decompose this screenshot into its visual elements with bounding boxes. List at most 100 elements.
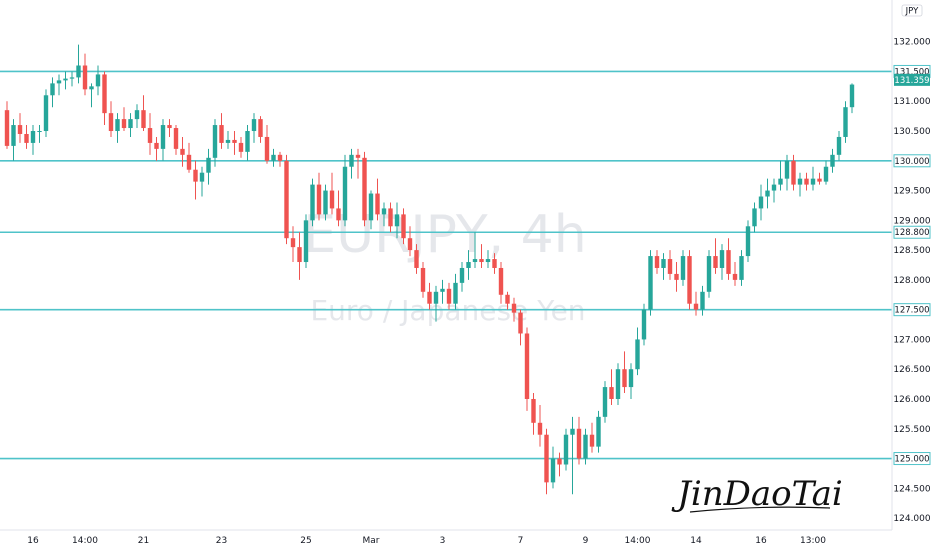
candle — [446, 282, 452, 310]
candle-body — [414, 250, 419, 268]
candle — [76, 44, 81, 84]
candle — [186, 142, 192, 173]
candle-body — [11, 125, 16, 146]
candle — [134, 104, 140, 129]
candle-body — [388, 208, 393, 227]
candle-body — [180, 148, 185, 155]
candle-body — [583, 434, 588, 459]
candle — [713, 238, 718, 274]
candle-body — [459, 267, 465, 283]
candle — [30, 125, 36, 155]
currency-badge[interactable] — [901, 4, 923, 17]
candle-body — [544, 434, 549, 483]
candle-body — [297, 247, 302, 263]
candle-body — [63, 78, 68, 81]
candle-body — [349, 154, 354, 167]
candle — [11, 119, 16, 161]
candle — [219, 113, 224, 149]
candle — [193, 160, 198, 200]
level-price-badge: 127.500 — [893, 303, 931, 317]
candle-body — [667, 259, 673, 274]
candle — [277, 151, 283, 167]
level-price-badge-label: 131.500 — [894, 67, 929, 77]
candle — [225, 131, 231, 149]
candle — [368, 190, 374, 230]
candle-body — [732, 273, 738, 280]
candle-body — [635, 339, 640, 370]
candle — [563, 428, 569, 471]
candle — [238, 136, 244, 158]
candle-body — [30, 131, 36, 143]
candle — [479, 244, 484, 268]
candle-body — [576, 428, 582, 459]
level-price-badge: 125.000 — [893, 452, 931, 466]
candle — [524, 327, 530, 411]
price-tick-label: 129.500 — [893, 187, 930, 197]
candle-body — [407, 238, 413, 251]
candle — [284, 154, 289, 245]
candle — [622, 351, 627, 394]
candle-body — [693, 303, 699, 310]
watermark: EURJPY, 4h Euro / Japanese Yen — [303, 205, 586, 327]
candle — [440, 279, 445, 304]
last-price-badge: 131.359 — [894, 73, 930, 86]
candle-body — [563, 434, 569, 465]
candle — [160, 119, 166, 161]
candle — [433, 285, 439, 322]
time-tick-label: 16 — [755, 536, 767, 546]
level-price-badge-box — [893, 154, 931, 168]
candle — [394, 202, 400, 239]
candle — [550, 446, 556, 489]
signature: JinDaoTai — [671, 474, 843, 514]
time-tick-label: Mar — [363, 536, 380, 546]
candle — [381, 202, 387, 227]
candle-body — [225, 139, 231, 143]
candle-body — [258, 119, 263, 137]
candle — [648, 250, 653, 316]
candle — [466, 250, 471, 280]
candle — [121, 107, 127, 132]
time-ticks: 16 14:00 21 23 25 Mar 3 7 9 14:00 14 16 13:00 — [27, 536, 826, 546]
candle — [596, 410, 601, 453]
candle-body — [479, 259, 484, 263]
candle — [427, 282, 432, 310]
candle — [89, 83, 94, 108]
candle — [817, 172, 822, 185]
candle-body — [765, 190, 770, 197]
candle — [472, 232, 478, 268]
level-price-badge: 130.000 — [893, 154, 931, 168]
candle-body — [836, 136, 842, 155]
candle — [167, 119, 172, 137]
candle — [687, 250, 692, 310]
candle — [82, 53, 88, 96]
candle-body — [154, 142, 159, 149]
candle-body — [570, 428, 575, 435]
candle-body — [316, 184, 322, 215]
candle-body — [401, 214, 406, 239]
last-price-badge-label: 131.359 — [894, 76, 929, 86]
time-axis[interactable]: 16 14:00 21 23 25 Mar 3 7 9 14:00 14 16 13:00 — [0, 529, 892, 546]
candle — [355, 148, 361, 179]
candle-body — [713, 256, 718, 268]
price-tick-label: 125.500 — [893, 425, 930, 435]
candle — [804, 172, 809, 191]
candle — [505, 291, 510, 310]
price-tick-label: 128.000 — [893, 276, 930, 286]
candle — [212, 119, 218, 167]
candle-body — [206, 157, 211, 173]
price-tick-label: 127.000 — [893, 335, 930, 345]
candle — [329, 172, 335, 215]
time-tick-label: 9 — [583, 536, 589, 546]
candle-body — [615, 369, 621, 399]
candle-body — [622, 369, 627, 388]
candle — [667, 250, 673, 280]
candle — [797, 172, 803, 197]
candle — [726, 238, 731, 280]
candle — [206, 148, 211, 185]
watermark-title: EURJPY, 4h — [303, 205, 586, 265]
price-axis[interactable]: JPY 132.000131.500131.000130.500130.0001… — [891, 0, 932, 530]
candle-body — [661, 259, 666, 268]
candle — [602, 381, 608, 423]
candle — [245, 125, 250, 161]
